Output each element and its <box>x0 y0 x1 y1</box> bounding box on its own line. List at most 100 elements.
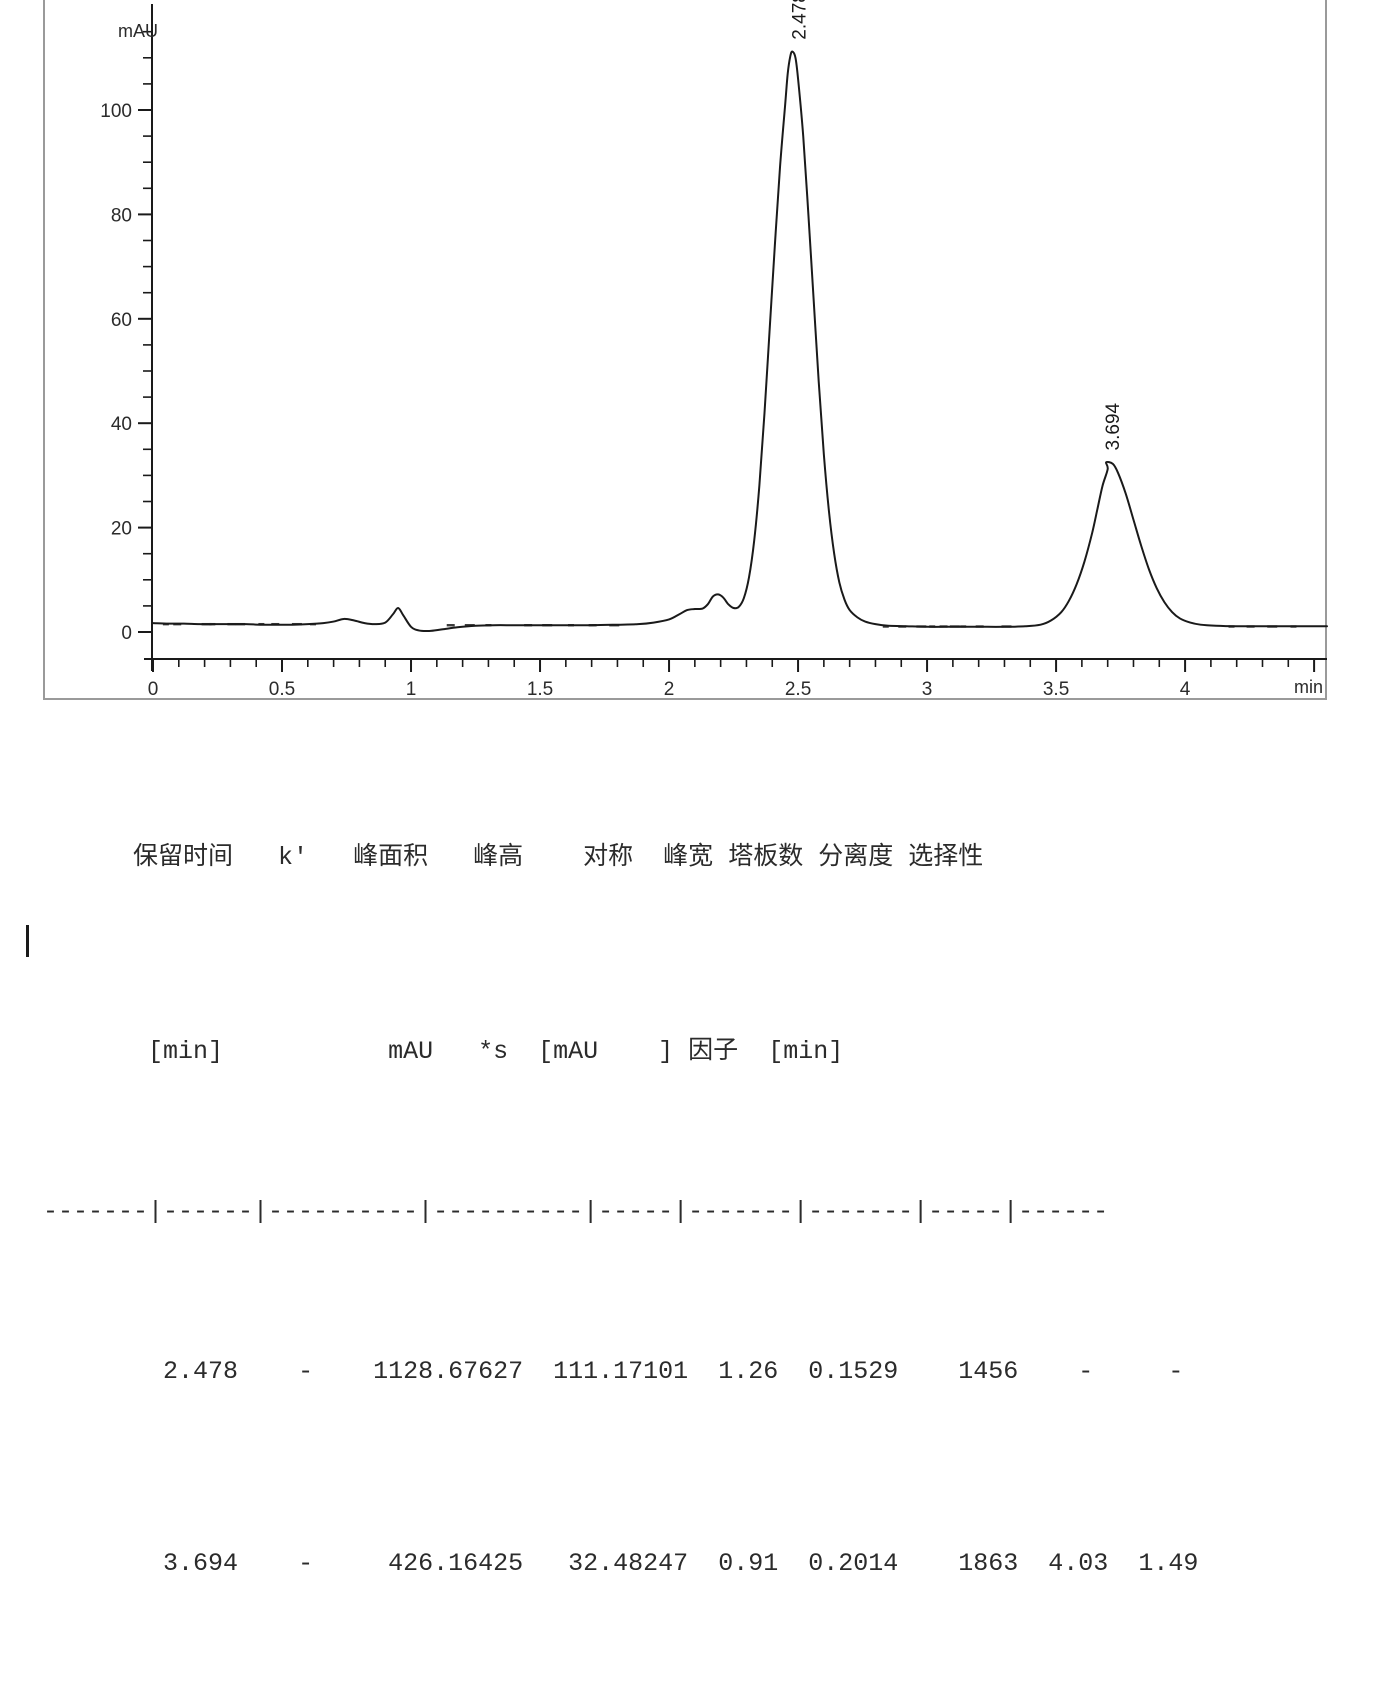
noise-speckle <box>464 624 475 627</box>
x-axis-tick-label: 1.5 <box>527 679 553 700</box>
row2-gap-4 <box>688 1549 718 1578</box>
hdr2-gap-2 <box>508 1037 538 1066</box>
chromatogram-panel: 0 20 40 60 80 100 mAU 0 0.5 1 1.5 2 2.5 3 3.5 4 min 2.478… <box>43 0 1328 700</box>
hdr-gap-8 <box>893 843 908 872</box>
peak-results-table: 保留时间 k' 峰面积 峰高 对称 峰宽 塔板数 分离度 选择性 [min] m… <box>43 712 1343 1708</box>
noise-speckle <box>882 625 889 628</box>
cell-peak-height: 32.48247 <box>568 1549 689 1578</box>
cell-plates: 1863 <box>958 1549 1019 1578</box>
noise-speckle <box>209 622 216 626</box>
noise-speckle <box>960 625 967 628</box>
table-header-row-2: [min] mAU *s [mAU ] 因子 [min] <box>43 1002 1343 1100</box>
noise-speckle <box>271 622 280 626</box>
noise-speckle <box>235 622 246 626</box>
table-row: 2.478 - 1128.67627 111.17101 1.26 0.1529… <box>43 1324 1343 1420</box>
hdr-gap-4 <box>523 843 583 872</box>
cell-selectivity: 1.49 <box>1138 1549 1199 1578</box>
x-axis-tick-label: 3.5 <box>1043 679 1069 700</box>
cell-k-prime: - <box>298 1549 314 1578</box>
x-axis-tick-label: 0 <box>148 679 159 700</box>
cell-peak-height: 111.17101 <box>553 1357 689 1386</box>
column-unit-symmetry: 因子 <box>688 1035 739 1064</box>
peak-retention-label: 3.694 <box>1103 402 1124 450</box>
cell-retention-time: 2.478 <box>163 1357 239 1386</box>
noise-speckle <box>173 622 182 626</box>
noise-speckle <box>201 622 212 626</box>
hdr-gap-7 <box>803 843 818 872</box>
noise-speckle <box>609 624 620 627</box>
row2-gap-2 <box>313 1549 388 1578</box>
y-axis-tick-label: 100 <box>100 101 132 122</box>
row2-gap-3 <box>523 1549 568 1578</box>
noise-speckle <box>567 624 574 627</box>
cell-plates: 1456 <box>958 1357 1019 1386</box>
y-axis-tick-label: 60 <box>111 310 132 331</box>
noise-speckle <box>1290 625 1297 628</box>
row1-gap-1 <box>238 1357 298 1386</box>
cell-peak-width: 0.2014 <box>808 1549 899 1578</box>
row1-gap-8 <box>1093 1357 1168 1386</box>
cell-peak-area: 426.16425 <box>388 1549 524 1578</box>
cell-k-prime: - <box>298 1357 314 1386</box>
hdr2-gap-3 <box>673 1037 688 1066</box>
row2-gap-7 <box>1018 1549 1048 1578</box>
noise-speckle <box>898 625 907 628</box>
cell-peak-width: 0.1529 <box>808 1357 899 1386</box>
row1-gap-3 <box>523 1357 553 1386</box>
x-axis-tick-label: 1 <box>406 679 417 700</box>
noise-speckle <box>227 622 236 626</box>
column-header-peak-width: 峰宽 <box>663 841 714 870</box>
row2-gap-5 <box>778 1549 808 1578</box>
noise-speckle <box>258 622 265 626</box>
x-axis-tick-label: 3 <box>922 679 933 700</box>
hdr-gap-5 <box>633 843 663 872</box>
cell-retention-time: 3.694 <box>163 1549 239 1578</box>
column-unit-peak-area: mAU *s <box>388 1037 509 1066</box>
column-unit-peak-height: [mAU ] <box>538 1037 674 1066</box>
hdr2-gap-4 <box>738 1037 768 1066</box>
row2-gap-8 <box>1108 1549 1138 1578</box>
chromatogram-trace <box>152 50 1328 633</box>
row1-gap-5 <box>778 1357 808 1386</box>
table-separator: -------|------|----------|----------|---… <box>43 1197 1109 1226</box>
x-axis-tick-label: 4 <box>1180 679 1191 700</box>
cell-selectivity: - <box>1168 1357 1184 1386</box>
x-axis-unit-label: min <box>1294 677 1323 697</box>
cell-symmetry: 0.91 <box>718 1549 779 1578</box>
y-axis-tick-label: 80 <box>111 205 132 226</box>
column-header-peak-area: 峰面积 <box>353 841 429 870</box>
noise-speckle <box>524 624 533 627</box>
hdr-gap-6 <box>713 843 728 872</box>
row1-gap-7 <box>1018 1357 1078 1386</box>
y-axis-tick-label: 20 <box>111 519 132 540</box>
noise-speckle <box>446 624 455 627</box>
hdr2-gap-1 <box>223 1037 388 1066</box>
row1-gap-4 <box>688 1357 718 1386</box>
row1-indent <box>133 1357 163 1386</box>
noise-speckle <box>309 622 316 626</box>
cell-resolution: 4.03 <box>1048 1549 1109 1578</box>
cell-resolution: - <box>1078 1357 1094 1386</box>
column-header-plates: 塔板数 <box>728 841 804 870</box>
table-header-row-1: 保留时间 k' 峰面积 峰高 对称 峰宽 塔板数 分离度 选择性 <box>43 808 1343 906</box>
noise-speckle <box>485 624 492 627</box>
noise-speckle <box>542 624 553 627</box>
row2-gap-6 <box>898 1549 958 1578</box>
chromatogram-report-page: 0 20 40 60 80 100 mAU 0 0.5 1 1.5 2 2.5 3 3.5 4 min 2.478… <box>26 0 1328 1578</box>
x-axis-tick-label: 2.5 <box>785 679 811 700</box>
column-header-resolution: 分离度 <box>818 841 894 870</box>
noise-speckle <box>1228 625 1235 628</box>
noise-speckle <box>1001 625 1012 628</box>
row1-gap-6 <box>898 1357 958 1386</box>
table-row: 3.694 - 426.16425 32.48247 0.91 0.2014 1… <box>43 1516 1343 1612</box>
cell-symmetry: 1.26 <box>718 1357 779 1386</box>
x-axis-tick-label: 2 <box>664 679 675 700</box>
noise-speckle <box>588 624 597 627</box>
baseline-noise <box>162 622 1297 628</box>
y-axis-tick-label: 40 <box>111 414 132 435</box>
chromatogram-plot: 0 20 40 60 80 100 mAU 0 0.5 1 1.5 2 2.5 3 3.5 4 min 2.478… <box>100 0 1328 700</box>
noise-speckle <box>291 622 302 626</box>
noise-speckle <box>916 625 927 628</box>
noise-speckle <box>929 625 936 628</box>
noise-speckle <box>939 625 948 628</box>
